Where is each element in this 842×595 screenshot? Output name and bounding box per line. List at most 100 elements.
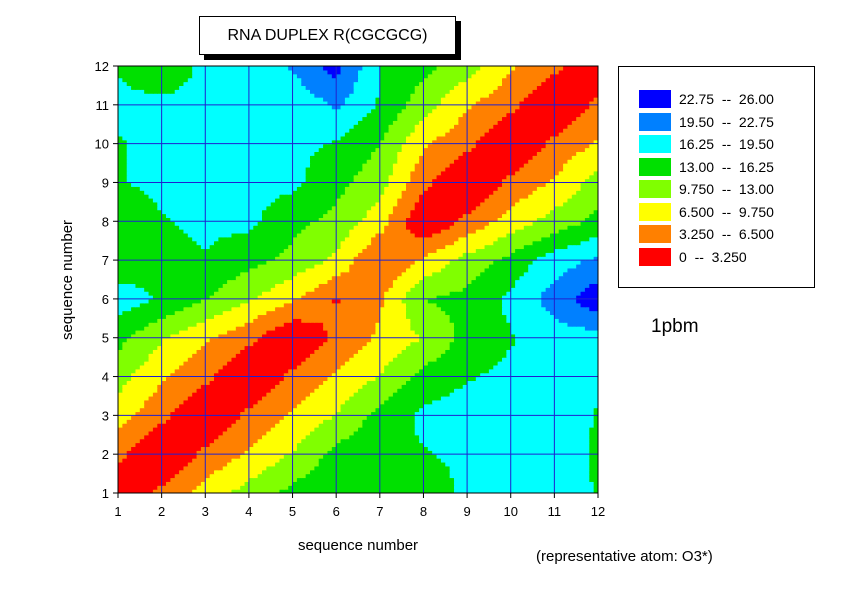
contour-cell xyxy=(240,415,246,420)
contour-cell xyxy=(253,485,259,490)
contour-cell xyxy=(244,434,250,440)
contour-cell xyxy=(536,364,542,370)
contour-cell xyxy=(449,318,455,323)
contour-cell xyxy=(510,419,516,424)
contour-cell xyxy=(235,411,241,416)
contour-cell xyxy=(432,446,438,451)
contour-cell xyxy=(253,368,259,374)
contour-cell xyxy=(126,372,132,378)
contour-cell xyxy=(318,329,324,335)
contour-cell xyxy=(419,368,425,374)
contour-cell xyxy=(305,415,311,420)
contour-cell xyxy=(480,364,486,370)
contour-cell xyxy=(484,399,490,405)
contour-cell xyxy=(545,446,551,451)
contour-cell xyxy=(118,388,123,393)
contour-cell xyxy=(567,461,573,467)
contour-cell xyxy=(248,376,254,382)
contour-cell xyxy=(493,361,499,366)
contour-cell xyxy=(545,477,551,482)
contour-cell xyxy=(571,407,577,413)
contour-cell xyxy=(336,450,342,455)
contour-cell xyxy=(283,318,289,323)
contour-cell xyxy=(161,446,167,451)
contour-cell xyxy=(262,407,267,413)
contour-cell xyxy=(397,395,403,401)
contour-cell xyxy=(375,473,381,479)
contour-cell xyxy=(331,427,337,432)
contour-cell xyxy=(161,399,167,405)
contour-cell xyxy=(410,419,416,424)
contour-cell xyxy=(118,368,123,374)
contour-cell xyxy=(432,333,438,339)
contour-cell xyxy=(296,415,302,420)
contour-cell xyxy=(414,407,420,413)
contour-cell xyxy=(558,341,564,347)
contour-cell xyxy=(358,454,363,459)
contour-cell xyxy=(340,399,346,405)
contour-cell xyxy=(397,473,403,479)
contour-cell xyxy=(510,333,516,339)
contour-cell xyxy=(576,380,582,385)
contour-cell xyxy=(292,368,298,374)
contour-cell xyxy=(432,473,438,479)
contour-cell xyxy=(318,384,324,389)
contour-cell xyxy=(550,430,555,436)
contour-cell xyxy=(200,434,206,440)
contour-cell xyxy=(462,430,468,436)
contour-cell xyxy=(270,318,276,323)
contour-cell xyxy=(187,434,193,440)
contour-cell xyxy=(118,419,123,424)
contour-cell xyxy=(571,388,577,393)
contour-cell xyxy=(314,318,320,323)
contour-cell xyxy=(449,333,455,339)
contour-cell xyxy=(344,388,350,393)
contour-cell xyxy=(432,318,438,323)
contour-cell xyxy=(462,423,468,428)
contour-cell xyxy=(227,380,233,385)
contour-cell xyxy=(270,427,276,432)
contour-cell xyxy=(497,430,503,436)
contour-cell xyxy=(344,461,350,467)
contour-cell xyxy=(222,411,228,416)
contour-cell xyxy=(148,399,154,405)
contour-cell xyxy=(563,392,569,397)
contour-cell xyxy=(192,450,198,455)
contour-cell xyxy=(519,427,525,432)
contour-cell xyxy=(135,403,141,409)
contour-cell xyxy=(275,438,281,444)
contour-cell xyxy=(436,399,442,405)
contour-cell xyxy=(454,442,459,448)
contour-cell xyxy=(327,434,333,440)
contour-cell xyxy=(336,469,342,475)
contour-cell xyxy=(550,337,555,343)
contour-cell xyxy=(253,345,259,350)
contour-cell xyxy=(340,415,346,420)
contour-cell xyxy=(467,392,473,397)
contour-cell xyxy=(152,376,158,382)
contour-cell xyxy=(196,341,202,347)
contour-cell xyxy=(296,446,302,451)
contour-cell xyxy=(262,415,267,420)
contour-cell xyxy=(353,469,359,475)
contour-cell xyxy=(126,333,132,339)
contour-cell xyxy=(310,368,315,374)
contour-cell xyxy=(423,357,429,362)
contour-cell xyxy=(580,415,586,420)
contour-cell xyxy=(183,384,189,389)
contour-cell xyxy=(135,337,141,343)
contour-cell xyxy=(506,446,512,451)
contour-cell xyxy=(397,318,403,323)
contour-cell xyxy=(275,481,281,486)
contour-cell xyxy=(401,361,407,366)
contour-cell xyxy=(231,411,237,416)
contour-cell xyxy=(200,318,206,323)
contour-cell xyxy=(205,458,211,463)
contour-cell xyxy=(423,434,429,440)
contour-cell xyxy=(118,489,123,493)
contour-cell xyxy=(244,446,250,451)
contour-cell xyxy=(423,485,429,490)
contour-cell xyxy=(275,485,281,490)
contour-cell xyxy=(318,454,324,459)
contour-cell xyxy=(475,349,481,354)
